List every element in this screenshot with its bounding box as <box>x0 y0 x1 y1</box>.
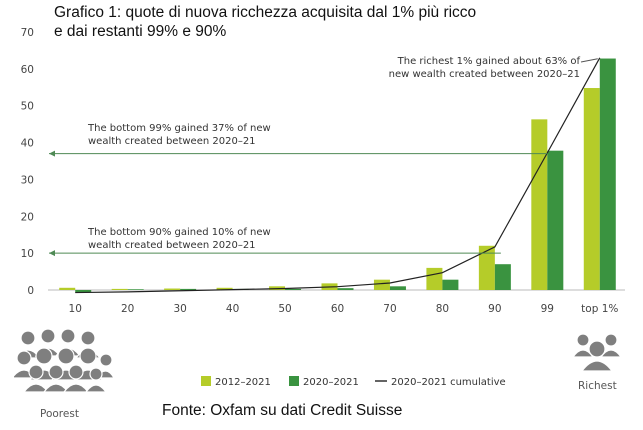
y-tick-label-10: 10 <box>21 248 34 260</box>
bar-2012-2021-30 <box>164 288 181 290</box>
richest-label: Richest <box>578 380 617 392</box>
chart-title: Grafico 1: quote di nuova ricchezza acqu… <box>54 3 476 41</box>
bar-2012-2021-70 <box>373 279 390 290</box>
x-tick-label-80: 80 <box>436 303 449 315</box>
arrow-bottom-90-head <box>49 250 55 257</box>
bar-2012-2021-80 <box>426 267 443 290</box>
y-tick-label-30: 30 <box>21 174 34 186</box>
bar-2012-2021-99 <box>531 119 548 290</box>
bar-2020-2021-top 1% <box>599 58 616 291</box>
bar-2012-2021-20 <box>111 288 128 290</box>
title-line-2: e dai restanti 99% e 90% <box>54 23 227 40</box>
bar-2012-2021-40 <box>216 287 233 290</box>
x-tick-label-10: 10 <box>69 303 82 315</box>
bar-2020-2021-70 <box>389 286 406 290</box>
y-tick-label-50: 50 <box>21 101 34 113</box>
y-tick-label-40: 40 <box>21 138 34 150</box>
bar-2020-2021-50 <box>285 288 302 290</box>
x-tick-label-30: 30 <box>173 303 186 315</box>
bar-2020-2021-30 <box>180 288 197 290</box>
source-note: Fonte: Oxfam su dati Credit Suisse <box>162 402 403 419</box>
bar-2012-2021-top 1% <box>583 88 600 290</box>
x-tick-label-60: 60 <box>331 303 344 315</box>
legend-label-cumulative: 2020–2021 cumulative <box>391 377 506 388</box>
y-tick-label-20: 20 <box>21 211 34 223</box>
annotation-richest-line-1: The richest 1% gained about 63% of <box>397 56 581 67</box>
annotation-bottom-99-line-2: wealth created between 2020–21 <box>88 136 256 147</box>
x-tick-label-top 1%: top 1% <box>581 303 618 315</box>
bar-2020-2021-10 <box>75 290 92 293</box>
annotation-bottom-99-line-1: The bottom 99% gained 37% of new <box>87 123 271 134</box>
bar-2012-2021-90 <box>478 245 495 290</box>
bar-2020-2021-20 <box>127 289 144 290</box>
bar-2012-2021-10 <box>59 287 76 290</box>
annotation-bottom-90-line-1: The bottom 90% gained 10% of new <box>87 227 271 238</box>
y-tick-label-60: 60 <box>21 64 34 76</box>
title-line-1: Grafico 1: quote di nuova ricchezza acqu… <box>54 4 477 21</box>
legend-label-2012-2021: 2012–2021 <box>215 377 271 388</box>
x-tick-label-40: 40 <box>226 303 239 315</box>
cumulative-line <box>75 57 601 294</box>
annotation-bottom-90-line-2: wealth created between 2020–21 <box>88 240 256 251</box>
x-tick-label-90: 90 <box>488 303 501 315</box>
annotation-richest-line-2: new wealth created between 2020–21 <box>389 69 580 80</box>
y-tick-label-70: 70 <box>21 27 34 39</box>
legend-swatch-2020-2021 <box>289 376 299 386</box>
poorest-label: Poorest <box>40 408 79 420</box>
bar-2020-2021-99 <box>547 150 564 290</box>
x-tick-label-70: 70 <box>383 303 396 315</box>
arrow-bottom-99-head <box>49 150 55 157</box>
richest-group-icon <box>570 331 624 376</box>
x-tick-label-50: 50 <box>278 303 291 315</box>
bar-2020-2021-60 <box>337 288 354 290</box>
bar-2020-2021-80 <box>442 279 459 290</box>
y-tick-label-0: 0 <box>27 285 34 297</box>
arrow-richest-line <box>580 58 598 63</box>
poorest-group-icon <box>10 326 116 397</box>
x-tick-label-20: 20 <box>121 303 134 315</box>
legend-swatch-2012-2021 <box>201 376 211 386</box>
bar-2020-2021-90 <box>494 264 511 290</box>
legend-label-2020-2021: 2020–2021 <box>303 377 359 388</box>
x-tick-label-99: 99 <box>541 303 554 315</box>
